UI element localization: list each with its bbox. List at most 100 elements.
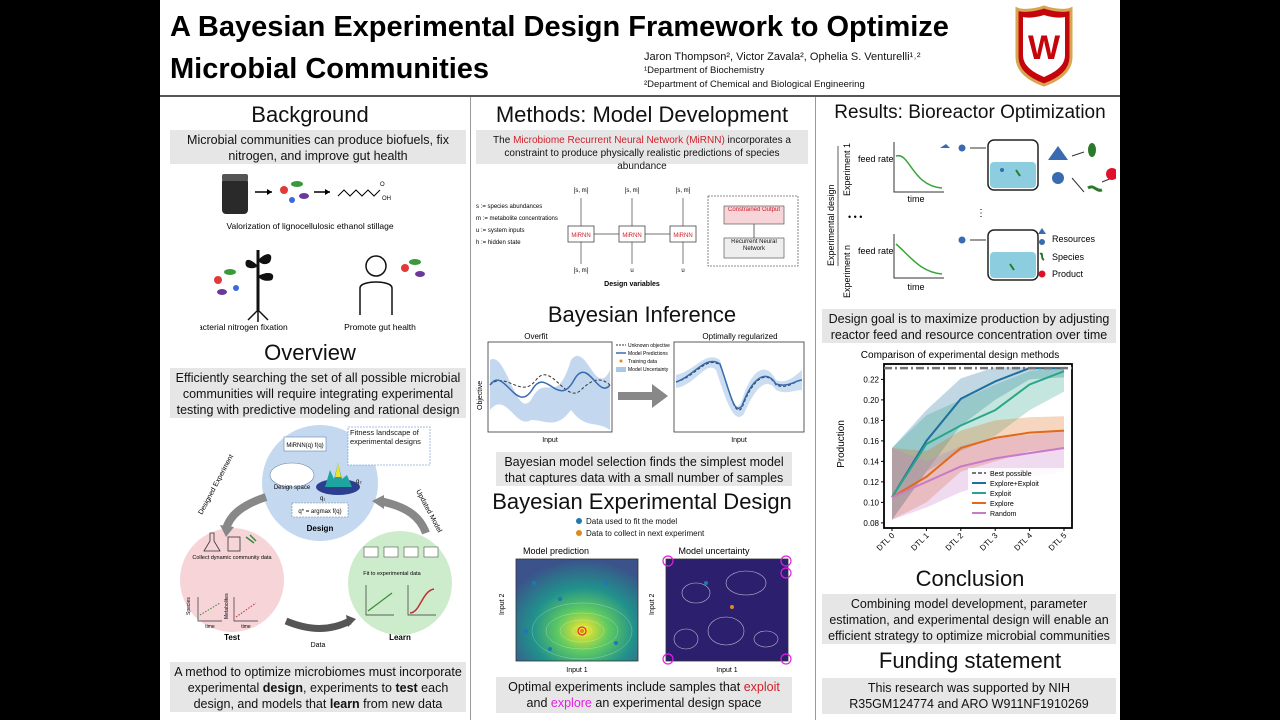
q1-label: q₁ — [320, 496, 325, 502]
model-uncertainty-panel — [665, 558, 789, 662]
ytick-label-2: 0.12 — [863, 478, 879, 487]
university-crest-logo: W — [1015, 5, 1073, 87]
bed-legend: Data used to fit the model Data to colle… — [576, 516, 704, 540]
methods-post: incorporates a constraint to produce phy… — [504, 135, 791, 172]
design-variables-label: Design variables — [604, 281, 660, 288]
feed-rate-label-1: feed rate — [858, 154, 894, 164]
bed-legend-next-data: Data to collect in next experiment — [586, 529, 705, 538]
input1-label-1: Input 1 — [566, 667, 588, 674]
model-prediction-panel — [515, 558, 639, 662]
learn-circle — [348, 531, 452, 635]
fitness-landscape-icon: q₁ q₂ — [316, 463, 362, 502]
input2-label-1: Input 2 — [499, 593, 506, 615]
title-line-2: Microbial Communities — [170, 53, 490, 85]
regularize-arrow — [618, 384, 668, 408]
nitrogen-caption: Bacterial nitrogen fixation — [200, 322, 288, 332]
input2-label-2: Input 2 — [649, 593, 656, 615]
column-divider-1 — [470, 97, 471, 720]
reaction-icons — [1048, 143, 1116, 193]
svg-text:[s, m]: [s, m] — [625, 188, 640, 194]
bayes-inference-title: Bayesian Inference — [547, 302, 737, 327]
svg-text:OH: OH — [382, 196, 391, 202]
inference-legend: Unknown objective Model Predictions Trai… — [616, 343, 670, 373]
series-line-3 — [891, 429, 1065, 499]
xtick-label-0: DTL 0 — [875, 531, 897, 553]
species-label: Species — [1052, 252, 1085, 262]
mirnn-cells: MiRNN MiRNN MiRNN [s, m] [s, m] [s, m] [… — [567, 188, 697, 274]
left-bottom-text: A method to optimize microbiomes must in… — [170, 662, 466, 712]
chart-title: Comparison of experimental design method… — [861, 350, 1059, 361]
conclusion-text: Combining model development, parameter e… — [822, 594, 1116, 644]
test-emphasis: test — [395, 681, 418, 695]
series-line-2 — [891, 370, 1065, 498]
feed-rate-label-2: feed rate — [858, 246, 894, 256]
learn-emphasis: learn — [329, 697, 360, 711]
chart-legend: Best possible Explore+Exploit Exploit Explo… — [968, 468, 1066, 524]
gut-caption: Promote gut health — [344, 322, 416, 332]
left-bottom-pre: A method to optimize microbiomes must in… — [174, 665, 462, 695]
svg-text:u: u — [630, 268, 633, 274]
chart-series-lines — [884, 366, 1072, 499]
feed-rate-plot-2: feed rate time — [858, 234, 944, 292]
svg-text:[s, m]: [s, m] — [574, 188, 589, 194]
affiliation-1: ¹Department of Biochemistry — [644, 65, 765, 76]
band-1 — [892, 367, 1064, 520]
xtick-label-4: DTL 4 — [1012, 531, 1034, 553]
designed-experiment-arrow — [222, 493, 268, 531]
recurrent-nn-label: Recurrent Neural Network — [731, 239, 777, 252]
ytick-label-6: 0.20 — [863, 396, 879, 405]
valorization-caption: Valorization of lignocellulosic ethanol … — [226, 221, 393, 231]
mirnn-name: Microbiome Recurrent Neural Network (MiR… — [513, 135, 725, 146]
svg-text:O: O — [380, 182, 385, 188]
svg-text:[s, m]: [s, m] — [676, 188, 691, 194]
experiment-1-label: Experiment 1 — [842, 143, 852, 196]
experimental-design-comparison-chart: Comparison of experimental design method… — [836, 350, 1073, 553]
background-illustrations: O OH Valorization of lignocellulosic eth… — [200, 174, 425, 332]
legend-label-2: Exploit — [990, 491, 1011, 498]
reactor-1-icon — [940, 139, 1039, 191]
explore-emphasis: explore — [550, 696, 592, 710]
bed-bottom-post: an experimental design space — [591, 696, 762, 710]
authors: Jaron Thompson², Victor Zavala², Ophelia… — [644, 51, 921, 63]
prediction-data-points — [524, 581, 618, 651]
background-title: Background — [251, 102, 369, 127]
crest-letter: W — [1028, 29, 1061, 67]
mirnn-cell-1: MiRNN — [571, 233, 590, 239]
xtick-label-1: DTL 1 — [909, 531, 931, 553]
bed-contour-figure: Model prediction Input 2 Input 1 Model u… — [499, 546, 792, 674]
bacteria-icon — [280, 181, 309, 203]
mirnn-cell-3: MiRNN — [673, 233, 692, 239]
legend-label-4: Random — [990, 511, 1017, 518]
ytick-label-0: 0.08 — [863, 519, 879, 528]
mirnn-detail-box — [707, 195, 799, 267]
bed-bottom-text: Optimal experiments include samples that… — [496, 677, 792, 713]
affiliation-2: ²Department of Chemical and Biological E… — [644, 79, 865, 90]
designed-experiment-label: Designed Experiment — [198, 454, 236, 516]
model-prediction-label: Model prediction — [523, 546, 589, 556]
reactor-legend: Resources Species Product — [1038, 228, 1096, 279]
header-divider — [160, 95, 1120, 97]
methods-pre: The — [493, 135, 514, 146]
methods-title: Methods: Model Development — [495, 102, 789, 127]
bioreactor-diagram: Experimental design Experiment 1 Experim… — [826, 139, 1116, 298]
test-label: Test — [224, 633, 240, 642]
svg-text:[s, m]: [s, m] — [574, 268, 589, 274]
xtick-label-5: DTL 5 — [1047, 531, 1069, 553]
updated-model-arrow — [379, 497, 430, 535]
ellipsis-dots-2: ⋮ — [976, 208, 986, 219]
funding-text: This research was supported by NIH R35GM… — [822, 678, 1116, 714]
methods-text: The Microbiome Recurrent Neural Network … — [476, 130, 808, 172]
legend-label-0: Best possible — [990, 471, 1032, 478]
molecule-icon — [337, 189, 381, 197]
experiment-n-label: Experiment n — [842, 245, 852, 298]
column-divider-2 — [815, 97, 816, 720]
legend-box — [968, 468, 1066, 524]
objective-label: Objective — [477, 381, 484, 410]
updated-model-label: Updated Model — [414, 489, 443, 535]
bed-title: Bayesian Experimental Design — [492, 489, 792, 514]
reactor-2-icon — [958, 229, 1039, 281]
chart-y-ticks: 0.08 0.10 0.12 0.14 0.16 0.18 0.20 0.22 — [863, 375, 884, 528]
model-uncertainty-label: Model uncertainty — [678, 546, 750, 556]
xtick-label-3: DTL 3 — [978, 531, 1000, 553]
collect-data-label: Collect dynamic community data — [192, 555, 272, 561]
